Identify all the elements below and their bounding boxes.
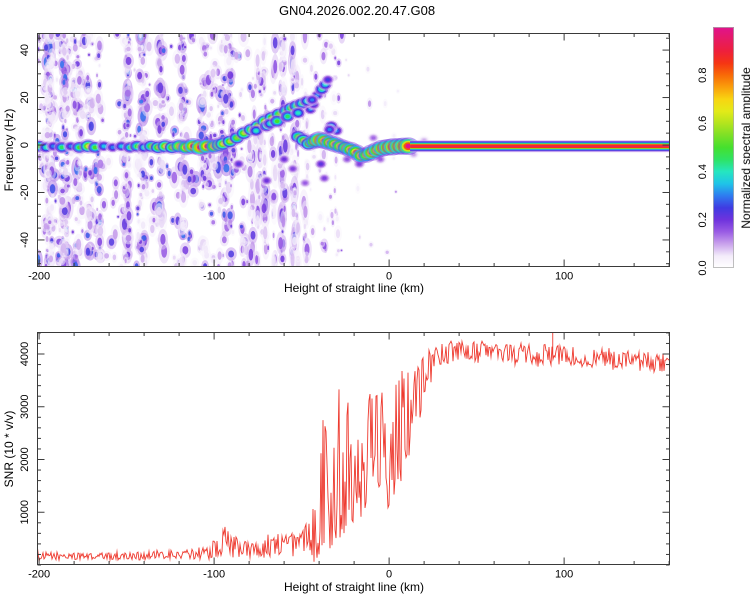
snr-x-axis-label: Height of straight line (km) (283, 580, 425, 594)
snr-y-axis-label: SNR (10 * v/v) (2, 410, 16, 488)
spectrogram-x-axis-label: Height of straight line (km) (283, 281, 425, 295)
spectrogram-y-axis-label: Frequency (Hz) (2, 108, 16, 192)
colorbar-label: Normalized spectral amplitude (739, 67, 750, 229)
figure-title: GN04.2026.002.20.47.G08 (278, 3, 436, 18)
